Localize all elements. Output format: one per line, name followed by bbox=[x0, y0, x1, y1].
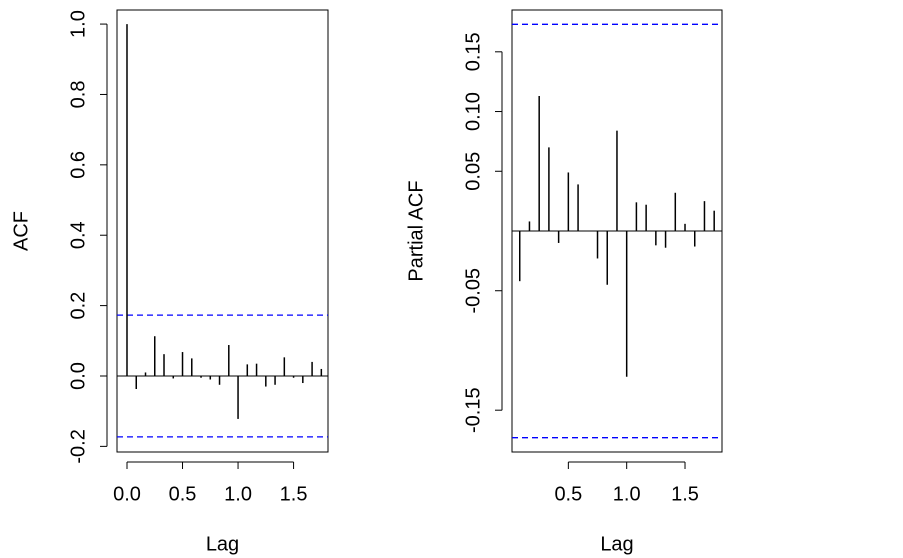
plot-frame bbox=[116, 9, 329, 453]
y-tick-label: 0.6 bbox=[67, 151, 89, 179]
y-tick-label: 0.4 bbox=[67, 221, 89, 249]
x-tick-label: 1.5 bbox=[280, 483, 308, 505]
x-tick-label: 1.5 bbox=[671, 483, 699, 505]
y-axis-title: ACF bbox=[10, 211, 32, 251]
y-tick-label: 0.8 bbox=[67, 81, 89, 109]
x-axis-title: Lag bbox=[206, 533, 239, 555]
y-tick-label: 0.05 bbox=[462, 152, 484, 191]
y-tick-label: 0.0 bbox=[67, 362, 89, 390]
y-tick-label: -0.15 bbox=[462, 387, 484, 433]
y-tick-label: 1.0 bbox=[67, 10, 89, 38]
y-tick-label: 0.15 bbox=[462, 32, 484, 71]
y-tick-label: 0.2 bbox=[67, 292, 89, 320]
x-tick-label: 0.5 bbox=[169, 483, 197, 505]
x-axis-title: Lag bbox=[600, 533, 633, 555]
y-axis-title: Partial ACF bbox=[405, 180, 427, 281]
y-tick-label: -0.2 bbox=[67, 429, 89, 463]
y-tick-label: -0.05 bbox=[462, 268, 484, 314]
x-tick-label: 1.0 bbox=[613, 483, 641, 505]
x-tick-label: 0.0 bbox=[113, 483, 141, 505]
y-tick-label: 0.10 bbox=[462, 92, 484, 131]
x-tick-label: 0.5 bbox=[554, 483, 582, 505]
x-tick-label: 1.0 bbox=[224, 483, 252, 505]
